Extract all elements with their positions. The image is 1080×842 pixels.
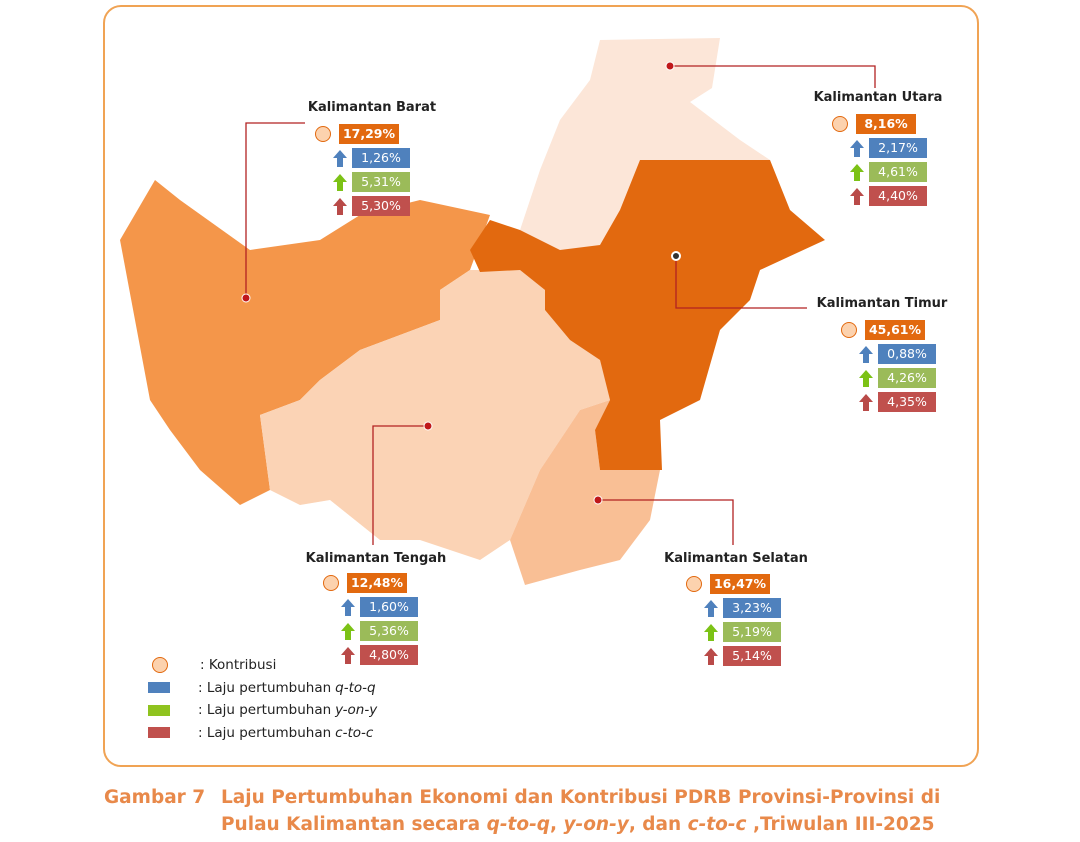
growth-value: 5,14%: [723, 646, 781, 666]
contribution-icon: [323, 575, 339, 591]
growth-arrow: [704, 600, 718, 617]
contribution-icon: [315, 126, 331, 142]
growth-value: 5,30%: [352, 196, 410, 216]
legend: : Kontribusi : Laju pertumbuhan q-to-q : …: [148, 654, 377, 744]
growth-arrow: [859, 370, 873, 387]
caption-segment: q-to-q: [486, 814, 551, 835]
caption-segment: , dan: [628, 814, 688, 835]
contribution-icon: [841, 322, 857, 338]
location-dots: [241, 61, 681, 505]
growth-value: 4,80%: [360, 645, 418, 665]
province-name: Kalimantan Timur: [816, 296, 948, 311]
province-card: 17,29% 1,26% 5,31% 5,30%: [315, 124, 435, 220]
region-utara: [520, 38, 770, 250]
growth-value: 0,88%: [878, 344, 936, 364]
province-card: 8,16% 2,17% 4,61% 4,40%: [832, 114, 952, 210]
legend-item: : Laju pertumbuhan y-on-y: [148, 699, 377, 722]
contribution-value: 16,47%: [710, 574, 770, 594]
legend-term: q-to-q: [335, 679, 376, 696]
growth-arrow: [859, 394, 873, 411]
province-card: 12,48% 1,60% 5,36% 4,80%: [323, 573, 443, 669]
growth-value: 3,23%: [723, 598, 781, 618]
legend-term: y-on-y: [335, 702, 378, 719]
province-card: 45,61% 0,88% 4,26% 4,35%: [841, 320, 961, 416]
province-name: Kalimantan Utara: [813, 90, 943, 105]
location-dot: [593, 495, 603, 505]
map: [120, 38, 876, 585]
leader-line: [245, 122, 305, 298]
legend-item: : Laju pertumbuhan c-to-c: [148, 722, 377, 745]
growth-arrow: [341, 647, 355, 664]
contribution-value: 45,61%: [865, 320, 925, 340]
growth-value: 2,17%: [869, 138, 927, 158]
caption-segment: ,Triwulan III-2025: [746, 814, 935, 835]
legend-text: : Laju pertumbuhan: [198, 679, 332, 696]
leader-lines: [245, 65, 876, 545]
legend-text: : Kontribusi: [200, 657, 277, 674]
growth-arrow: [341, 623, 355, 640]
growth-value: 4,26%: [878, 368, 936, 388]
leader-line: [372, 425, 428, 545]
growth-value: 4,40%: [869, 186, 927, 206]
caption-text: Laju Pertumbuhan Ekonomi dan Kontribusi …: [221, 784, 956, 838]
legend-symbol: [148, 727, 170, 739]
legend-text: : Laju pertumbuhan: [198, 724, 332, 741]
caption-segment: y-on-y: [563, 814, 629, 835]
region-barat: [120, 180, 490, 505]
legend-item: : Laju pertumbuhan q-to-q: [148, 677, 377, 700]
growth-value: 5,36%: [360, 621, 418, 641]
growth-value: 4,61%: [869, 162, 927, 182]
region-tengah: [260, 270, 610, 560]
growth-value: 1,60%: [360, 597, 418, 617]
province-card: 16,47% 3,23% 5,19% 5,14%: [686, 574, 806, 670]
caption-segment: Laju Pertumbuhan Ekonomi dan Kontribusi …: [221, 787, 947, 835]
caption-label: Gambar 7: [104, 787, 206, 808]
legend-symbol: [152, 657, 168, 674]
growth-arrow: [850, 140, 864, 157]
legend-symbol: [148, 704, 170, 716]
legend-term: c-to-c: [335, 724, 374, 741]
location-dot: [423, 421, 433, 431]
province-name: Kalimantan Tengah: [305, 551, 447, 566]
legend-symbol: [148, 682, 170, 694]
caption-segment: ,: [550, 814, 564, 835]
legend-text: : Laju pertumbuhan: [198, 702, 332, 719]
legend-item: : Kontribusi: [148, 654, 377, 677]
location-dot: [665, 61, 675, 71]
growth-arrow: [850, 164, 864, 181]
growth-arrow: [859, 346, 873, 363]
growth-value: 5,31%: [352, 172, 410, 192]
growth-arrow: [704, 648, 718, 665]
location-dot: [241, 293, 251, 303]
growth-value: 1,26%: [352, 148, 410, 168]
growth-value: 5,19%: [723, 622, 781, 642]
province-name: Kalimantan Barat: [307, 100, 437, 115]
caption: Gambar 7 Laju Pertumbuhan Ekonomi dan Ko…: [104, 784, 956, 838]
location-dot: [671, 251, 681, 261]
growth-arrow: [704, 624, 718, 641]
growth-arrow: [333, 174, 347, 191]
contribution-icon: [832, 116, 848, 132]
leader-line: [598, 499, 734, 545]
contribution-value: 8,16%: [856, 114, 916, 134]
contribution-value: 12,48%: [347, 573, 407, 593]
province-name: Kalimantan Selatan: [664, 551, 808, 566]
contribution-icon: [686, 576, 702, 592]
growth-arrow: [333, 150, 347, 167]
region-selatan: [510, 400, 660, 585]
caption-segment: c-to-c: [687, 814, 747, 835]
leader-line: [670, 65, 876, 88]
growth-value: 4,35%: [878, 392, 936, 412]
frame: [103, 5, 979, 767]
growth-arrow: [333, 198, 347, 215]
contribution-value: 17,29%: [339, 124, 399, 144]
growth-arrow: [341, 599, 355, 616]
leader-line: [675, 256, 807, 309]
region-timur: [470, 160, 825, 470]
growth-arrow: [850, 188, 864, 205]
